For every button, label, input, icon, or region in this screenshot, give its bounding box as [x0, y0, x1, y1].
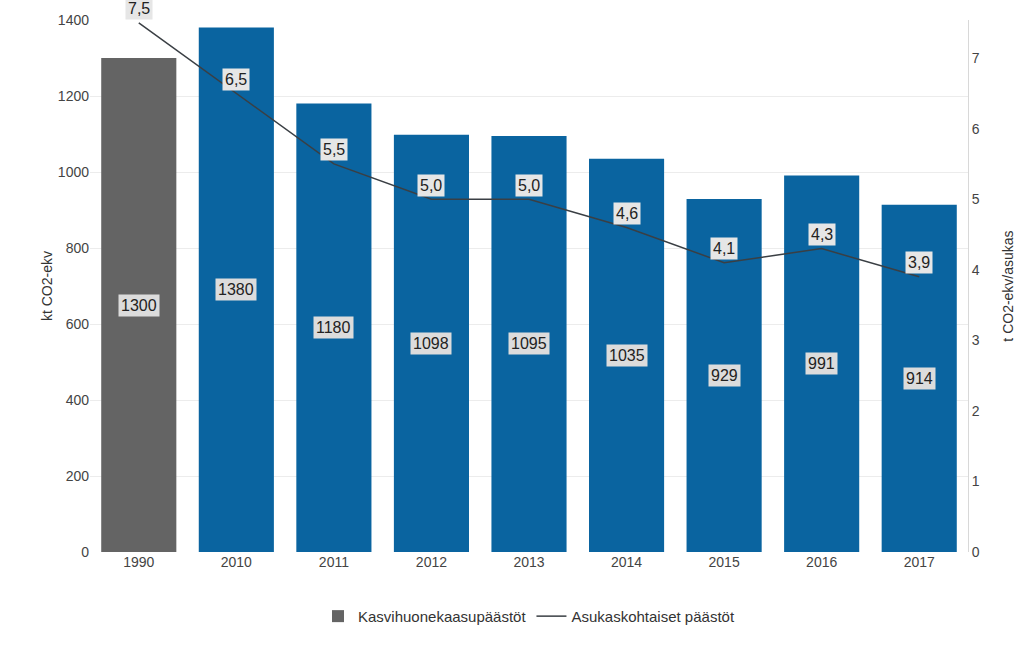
svg-text:5,5: 5,5	[323, 141, 345, 158]
svg-text:2015: 2015	[709, 554, 740, 570]
svg-text:0: 0	[972, 544, 980, 560]
svg-text:4,6: 4,6	[616, 205, 638, 222]
svg-text:2011: 2011	[319, 554, 349, 570]
svg-text:6,5: 6,5	[225, 71, 247, 88]
svg-text:5,0: 5,0	[518, 177, 540, 194]
svg-text:2012: 2012	[416, 554, 447, 570]
svg-text:3: 3	[972, 332, 980, 348]
svg-text:t CO2-ekv/asukas: t CO2-ekv/asukas	[1000, 230, 1016, 341]
svg-text:4,3: 4,3	[811, 226, 833, 243]
svg-text:1200: 1200	[58, 88, 89, 104]
svg-text:2017: 2017	[904, 554, 935, 570]
svg-text:kt CO2-ekv: kt CO2-ekv	[39, 251, 55, 321]
svg-text:4: 4	[972, 262, 980, 278]
svg-text:5,0: 5,0	[420, 177, 442, 194]
svg-text:200: 200	[66, 468, 90, 484]
svg-text:3,9: 3,9	[908, 254, 930, 271]
svg-text:1400: 1400	[58, 12, 89, 28]
svg-text:7: 7	[972, 50, 980, 66]
svg-text:2010: 2010	[221, 554, 252, 570]
svg-text:2: 2	[972, 403, 980, 419]
svg-text:1035: 1035	[609, 347, 645, 364]
svg-text:929: 929	[711, 367, 738, 384]
svg-text:1990: 1990	[123, 554, 154, 570]
svg-text:1: 1	[972, 473, 980, 489]
svg-text:0: 0	[81, 544, 89, 560]
svg-text:Kasvihuonekaasupäästöt: Kasvihuonekaasupäästöt	[358, 608, 526, 625]
svg-text:800: 800	[66, 240, 90, 256]
svg-text:1098: 1098	[413, 335, 449, 352]
svg-text:600: 600	[66, 316, 90, 332]
svg-text:991: 991	[808, 355, 835, 372]
svg-text:2014: 2014	[611, 554, 642, 570]
svg-text:6: 6	[972, 121, 980, 137]
svg-text:1380: 1380	[218, 281, 254, 298]
svg-text:1095: 1095	[511, 335, 547, 352]
svg-text:1180: 1180	[316, 319, 351, 336]
svg-text:400: 400	[66, 392, 90, 408]
svg-text:914: 914	[906, 370, 933, 387]
svg-text:1000: 1000	[58, 164, 89, 180]
svg-text:4,1: 4,1	[713, 240, 735, 257]
svg-text:1300: 1300	[121, 297, 157, 314]
svg-text:2016: 2016	[806, 554, 837, 570]
svg-text:5: 5	[972, 191, 980, 207]
svg-text:2013: 2013	[513, 554, 544, 570]
svg-text:7,5: 7,5	[128, 0, 150, 17]
svg-text:Asukaskohtaiset päästöt: Asukaskohtaiset päästöt	[571, 608, 734, 625]
